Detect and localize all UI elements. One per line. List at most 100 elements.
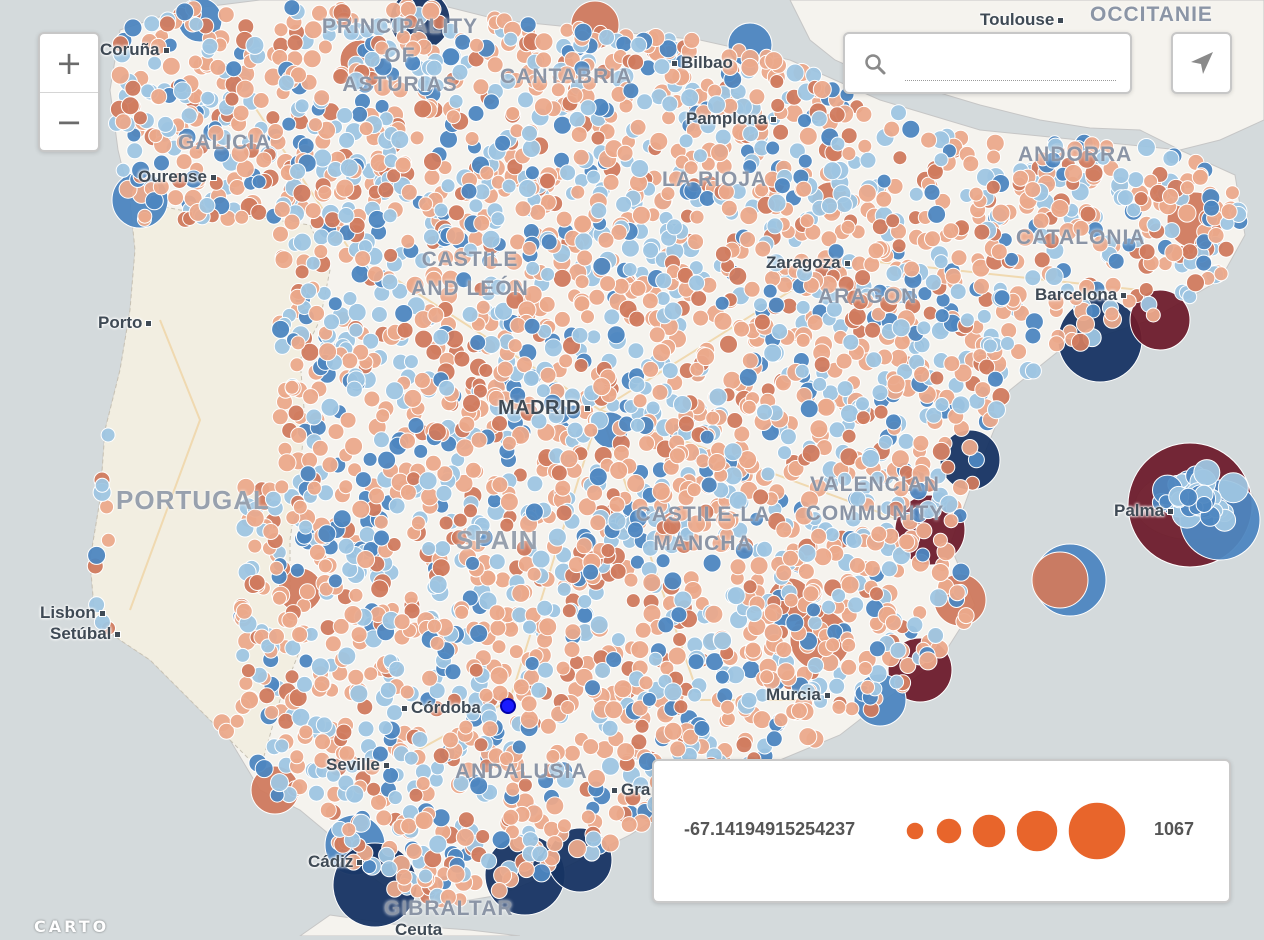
data-bubble[interactable] bbox=[283, 0, 301, 17]
data-bubble[interactable] bbox=[769, 74, 785, 89]
data-bubble[interactable] bbox=[683, 160, 699, 176]
data-bubble[interactable] bbox=[785, 63, 805, 83]
data-bubble[interactable] bbox=[538, 617, 558, 637]
data-bubble[interactable] bbox=[339, 411, 357, 429]
data-bubble[interactable] bbox=[294, 98, 310, 114]
data-bubble[interactable] bbox=[308, 117, 323, 133]
data-bubble[interactable] bbox=[782, 549, 799, 567]
data-bubble[interactable] bbox=[432, 328, 450, 346]
data-bubble[interactable] bbox=[990, 243, 1008, 261]
data-bubble[interactable] bbox=[553, 310, 571, 328]
data-bubble[interactable] bbox=[332, 68, 350, 85]
data-bubble[interactable] bbox=[93, 613, 111, 631]
data-bubble[interactable] bbox=[857, 138, 873, 154]
data-bubble[interactable] bbox=[589, 615, 609, 635]
data-bubble[interactable] bbox=[699, 429, 715, 445]
data-bubble[interactable] bbox=[425, 59, 443, 77]
data-bubble[interactable] bbox=[421, 541, 437, 556]
data-bubble[interactable] bbox=[609, 461, 629, 480]
data-bubble[interactable] bbox=[377, 181, 395, 199]
data-bubble[interactable] bbox=[522, 370, 540, 387]
data-bubble[interactable] bbox=[486, 56, 504, 74]
data-bubble[interactable] bbox=[427, 306, 445, 324]
data-bubble[interactable] bbox=[616, 742, 636, 762]
data-bubble[interactable] bbox=[235, 79, 255, 99]
data-bubble[interactable] bbox=[1072, 219, 1090, 237]
data-bubble[interactable] bbox=[924, 273, 942, 291]
data-bubble[interactable] bbox=[985, 179, 1001, 195]
data-bubble[interactable] bbox=[607, 804, 625, 822]
data-bubble[interactable] bbox=[868, 640, 886, 658]
data-bubble[interactable] bbox=[847, 596, 865, 614]
data-bubble[interactable] bbox=[501, 435, 517, 451]
data-bubble[interactable] bbox=[308, 784, 325, 802]
data-bubble[interactable] bbox=[687, 653, 705, 671]
data-bubble[interactable] bbox=[869, 586, 884, 602]
data-bubble[interactable] bbox=[1213, 266, 1229, 282]
data-bubble[interactable] bbox=[1133, 191, 1149, 207]
data-bubble[interactable] bbox=[973, 277, 990, 295]
data-bubble[interactable] bbox=[912, 434, 930, 452]
data-bubble[interactable] bbox=[680, 88, 700, 108]
data-bubble[interactable] bbox=[663, 721, 683, 741]
data-bubble[interactable] bbox=[297, 137, 315, 155]
data-bubble[interactable] bbox=[512, 678, 530, 696]
data-bubble[interactable] bbox=[161, 56, 181, 76]
data-bubble[interactable] bbox=[673, 699, 689, 715]
data-bubble[interactable] bbox=[883, 285, 903, 305]
data-bubble[interactable] bbox=[934, 308, 950, 324]
data-bubble[interactable] bbox=[394, 156, 412, 174]
data-bubble[interactable] bbox=[870, 470, 886, 486]
data-bubble[interactable] bbox=[1177, 203, 1197, 223]
data-bubble[interactable] bbox=[411, 731, 429, 748]
data-bubble[interactable] bbox=[475, 829, 491, 844]
data-bubble[interactable] bbox=[765, 140, 781, 156]
data-bubble[interactable] bbox=[720, 199, 738, 217]
data-bubble[interactable] bbox=[795, 180, 813, 198]
data-bubble[interactable] bbox=[339, 158, 359, 178]
data-bubble[interactable] bbox=[362, 451, 378, 467]
data-bubble[interactable] bbox=[338, 745, 356, 763]
data-bubble[interactable] bbox=[726, 586, 746, 606]
data-bubble[interactable] bbox=[208, 175, 224, 191]
data-bubble[interactable] bbox=[1104, 276, 1122, 294]
data-bubble[interactable] bbox=[663, 301, 683, 321]
data-bubble[interactable] bbox=[630, 36, 648, 54]
data-bubble[interactable] bbox=[752, 710, 772, 730]
data-bubble[interactable] bbox=[433, 202, 449, 218]
data-bubble[interactable] bbox=[908, 186, 924, 202]
data-bubble[interactable] bbox=[560, 700, 576, 715]
data-bubble[interactable] bbox=[867, 242, 885, 260]
data-bubble[interactable] bbox=[509, 386, 527, 404]
data-bubble[interactable] bbox=[629, 279, 647, 297]
data-bubble[interactable] bbox=[661, 95, 679, 113]
data-bubble[interactable] bbox=[467, 105, 485, 122]
data-bubble[interactable] bbox=[469, 776, 489, 796]
data-bubble[interactable] bbox=[1044, 151, 1062, 169]
data-bubble[interactable] bbox=[517, 861, 535, 879]
data-bubble[interactable] bbox=[854, 269, 872, 287]
data-bubble[interactable] bbox=[871, 306, 886, 322]
data-bubble[interactable] bbox=[1048, 335, 1065, 353]
data-bubble[interactable] bbox=[661, 110, 677, 126]
data-bubble[interactable] bbox=[521, 240, 537, 256]
data-bubble[interactable] bbox=[748, 88, 766, 106]
data-bubble[interactable] bbox=[598, 28, 616, 46]
data-bubble[interactable] bbox=[580, 809, 596, 825]
data-bubble[interactable] bbox=[889, 641, 907, 659]
data-bubble[interactable] bbox=[841, 146, 857, 161]
data-bubble[interactable] bbox=[742, 579, 758, 595]
data-bubble[interactable] bbox=[465, 555, 480, 571]
data-bubble[interactable] bbox=[496, 360, 514, 378]
data-bubble[interactable] bbox=[345, 380, 363, 398]
data-bubble[interactable] bbox=[399, 483, 417, 501]
data-bubble[interactable] bbox=[546, 835, 564, 853]
data-bubble[interactable] bbox=[505, 781, 521, 797]
data-bubble[interactable] bbox=[825, 637, 841, 653]
data-bubble[interactable] bbox=[394, 304, 414, 323]
data-bubble[interactable] bbox=[452, 512, 468, 528]
data-bubble[interactable] bbox=[1162, 188, 1179, 205]
data-bubble[interactable] bbox=[335, 178, 355, 198]
data-bubble[interactable] bbox=[478, 687, 494, 703]
